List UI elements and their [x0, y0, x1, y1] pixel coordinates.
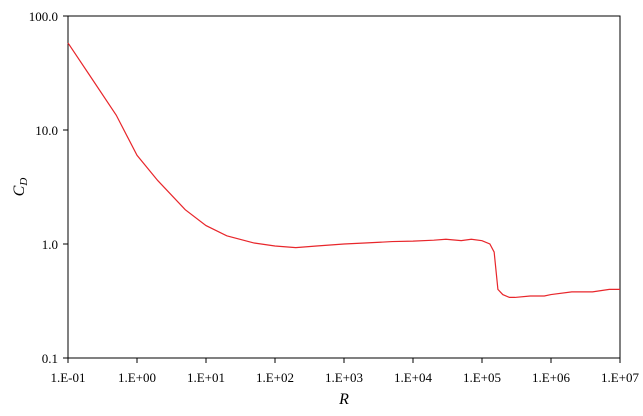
x-tick-label: 1.E+02 — [256, 370, 294, 385]
y-axis-title-subscript: D — [18, 178, 30, 187]
x-axis-title: R — [338, 391, 349, 408]
y-axis-title: CD — [11, 178, 30, 197]
x-tick-label: 1.E+05 — [463, 370, 501, 385]
y-tick-label: 100.0 — [29, 9, 58, 24]
x-tick-label: 1.E-01 — [50, 370, 85, 385]
y-tick-label: 10.0 — [35, 123, 58, 138]
x-tick-label: 1.E+04 — [394, 370, 433, 385]
plot-frame — [67, 15, 621, 359]
y-axis-title-main: C — [11, 185, 28, 196]
x-axis-ticks: 1.E-01 1.E+00 1.E+01 1.E+02 1.E+03 1.E+04 1.E+… — [50, 358, 640, 385]
x-tick-label: 1.E+01 — [187, 370, 225, 385]
x-tick-label: 1.E+03 — [325, 370, 363, 385]
plot-area — [67, 15, 621, 359]
series-line — [67, 42, 620, 299]
x-tick-label: 1.E+07 — [601, 370, 640, 385]
x-tick-label: 1.E+00 — [118, 370, 156, 385]
x-tick-label: 1.E+06 — [532, 370, 571, 385]
y-axis-ticks: 0.1 1.0 10.0 100.0 — [29, 9, 68, 366]
y-tick-label: 0.1 — [42, 351, 58, 366]
y-tick-label: 1.0 — [42, 237, 58, 252]
